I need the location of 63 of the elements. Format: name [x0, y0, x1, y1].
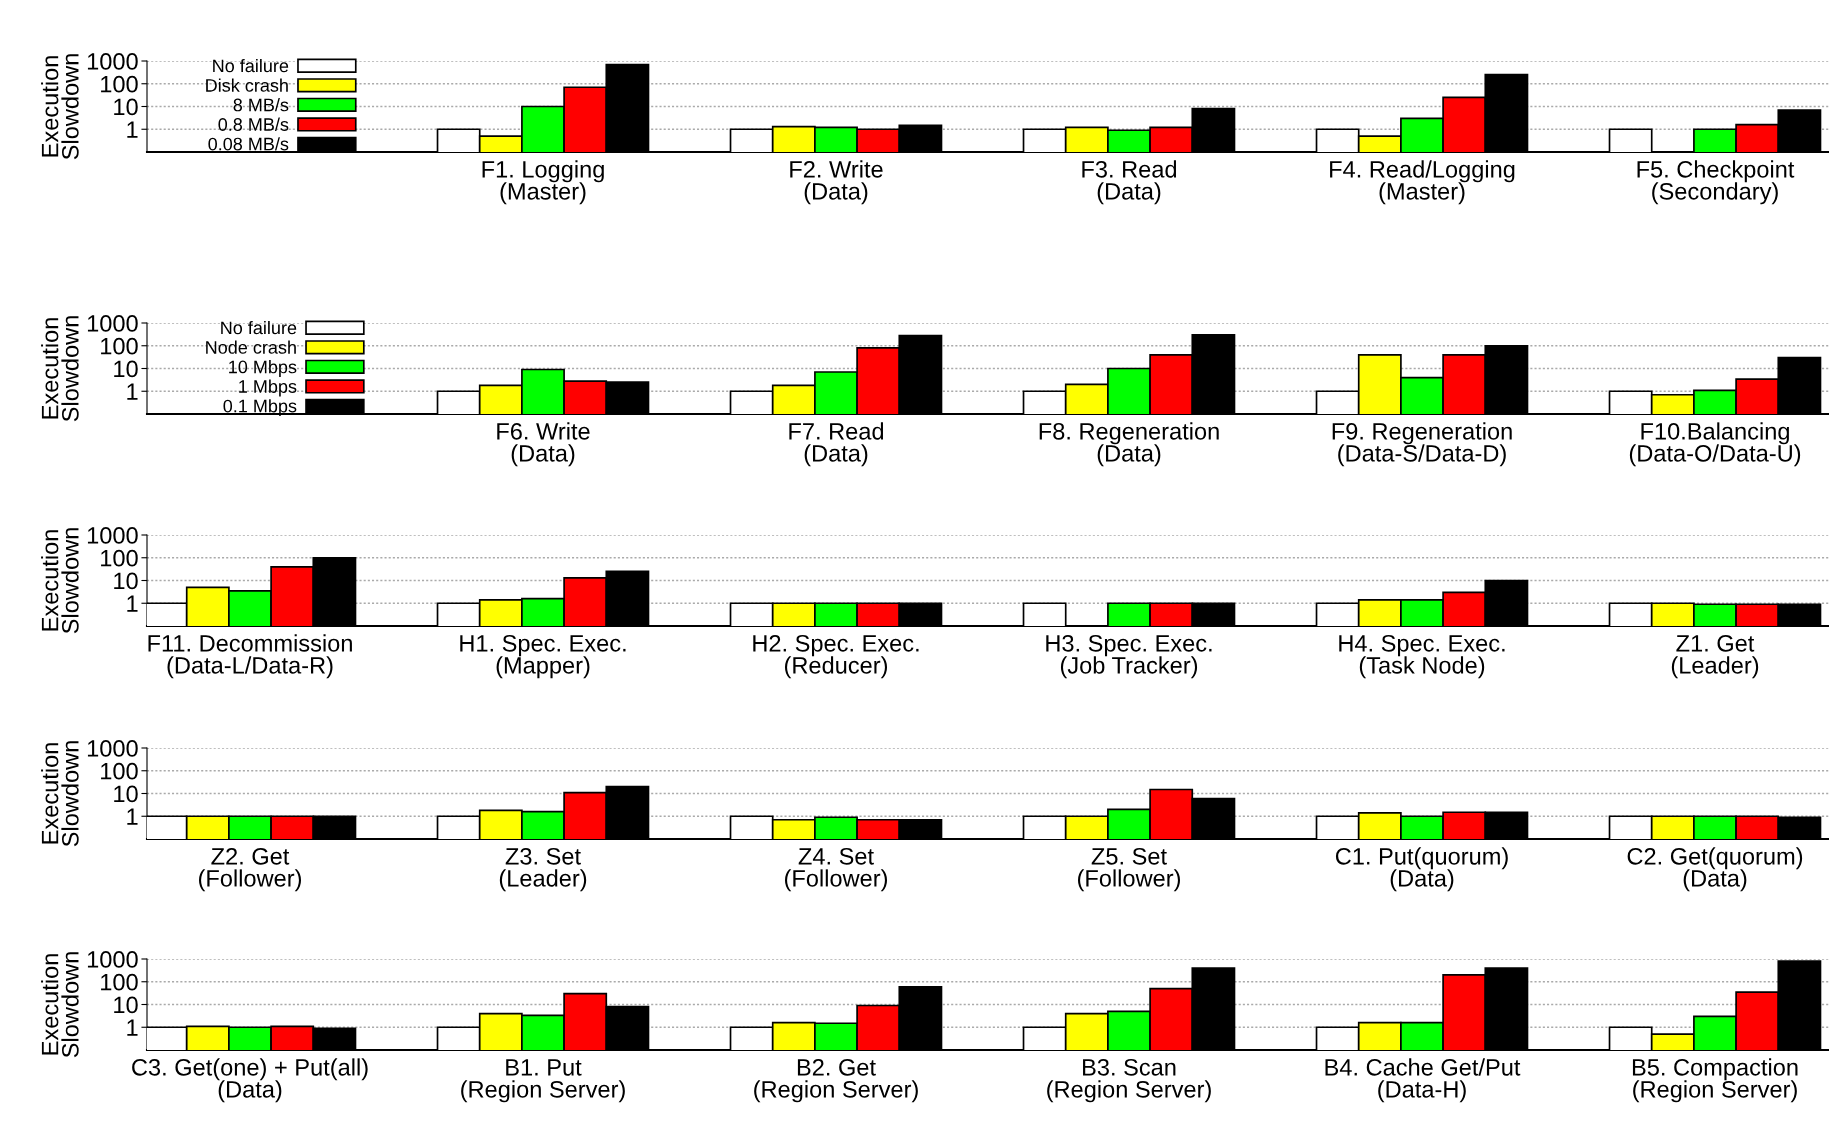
- x-tick-label: H3. Spec. Exec. (Job Tracker): [1046, 634, 1212, 679]
- y-tick-label: 1: [127, 121, 138, 138]
- x-tick-label: F3. Read (Data): [1082, 160, 1177, 205]
- x-tick-label: Z4. Set (Follower): [784, 847, 888, 892]
- y-tick-label: 1: [127, 1019, 138, 1036]
- y-axis-title: Execution Slowdown: [41, 952, 79, 1058]
- x-tick-label: F7. Read (Data): [789, 422, 884, 467]
- x-tick-label: F10.Balancing (Data-O/Data-U): [1629, 422, 1801, 467]
- y-tick-label: 1000: [87, 53, 138, 70]
- y-tick-label: 1: [127, 383, 138, 400]
- y-tick-label: 10: [114, 360, 138, 378]
- y-tick-label: 100: [101, 337, 138, 355]
- legend-label: Node crash: [206, 340, 296, 354]
- x-tick-label: B2. Get (Region Server): [754, 1058, 918, 1103]
- legend-label: No failure: [213, 59, 289, 73]
- x-tick-label: C2. Get(quorum) (Data): [1627, 847, 1803, 892]
- x-tick-label: F1. Logging (Master): [482, 160, 604, 205]
- x-tick-label: C3. Get(one) + Put(all) (Data): [132, 1058, 368, 1103]
- y-tick-label: 1000: [87, 740, 138, 757]
- x-tick-label: F9. Regeneration (Data-S/Data-D): [1332, 422, 1512, 467]
- y-tick-label: 100: [101, 762, 138, 780]
- legend-label: 0.08 MB/s: [208, 137, 289, 151]
- x-tick-label: B1. Put (Region Server): [461, 1059, 625, 1103]
- y-tick-label: 100: [101, 75, 138, 93]
- y-tick-label: 1: [127, 808, 138, 825]
- legend-label: 0.8 MB/s: [218, 117, 289, 131]
- legend-label: 1 Mbps: [239, 379, 297, 397]
- y-tick-label: 1000: [87, 315, 138, 332]
- y-tick-label: 10: [114, 785, 138, 803]
- x-tick-label: Z2. Get (Follower): [198, 847, 302, 892]
- x-tick-label: F8. Regeneration (Data): [1039, 422, 1219, 467]
- x-tick-label: H4. Spec. Exec. (Task Node): [1339, 634, 1505, 679]
- y-tick-label: 10: [114, 996, 138, 1014]
- x-tick-label: B4. Cache Get/Put (Data-H): [1325, 1058, 1521, 1103]
- x-tick-label: H2. Spec. Exec. (Reducer): [753, 634, 919, 679]
- x-tick-label: Z1. Get (Leader): [1671, 634, 1759, 679]
- y-tick-label: 1000: [87, 527, 138, 544]
- x-tick-label: F5. Checkpoint (Secondary): [1637, 160, 1795, 205]
- y-tick-label: 100: [101, 973, 138, 991]
- y-axis-title: Execution Slowdown: [41, 741, 79, 847]
- legend-label: 8 MB/s: [233, 98, 289, 112]
- x-tick-label: H1. Spec. Exec. (Mapper): [460, 634, 626, 679]
- legend-label: No failure: [221, 321, 297, 335]
- x-tick-label: F11. Decommission (Data-L/Data-R): [148, 634, 352, 679]
- y-tick-label: 1: [127, 595, 138, 612]
- legend-label: Disk crash: [206, 78, 288, 92]
- x-tick-label: B5. Compaction (Region Server): [1632, 1058, 1798, 1103]
- y-tick-label: 10: [114, 98, 138, 116]
- y-tick-label: 1000: [87, 951, 138, 968]
- x-tick-label: F6. Write (Data): [497, 422, 590, 467]
- y-axis-title: Execution Slowdown: [41, 54, 79, 160]
- x-tick-label: F2. Write (Data): [790, 160, 883, 205]
- y-axis-title: Execution Slowdown: [41, 316, 79, 422]
- legend-label: 0.1 Mbps: [223, 399, 297, 416]
- y-tick-label: 100: [101, 549, 138, 567]
- y-axis-title: Execution Slowdown: [41, 528, 79, 634]
- x-tick-label: F4. Read/Logging (Master): [1330, 160, 1515, 205]
- y-tick-label: 10: [114, 572, 138, 590]
- x-tick-label: C1. Put(quorum) (Data): [1335, 847, 1508, 892]
- x-tick-label: Z5. Set (Follower): [1077, 847, 1181, 892]
- x-tick-label: Z3. Set (Leader): [499, 847, 587, 892]
- x-tick-label: B3. Scan (Region Server): [1047, 1058, 1211, 1103]
- legend-label: 10 Mbps: [229, 360, 297, 377]
